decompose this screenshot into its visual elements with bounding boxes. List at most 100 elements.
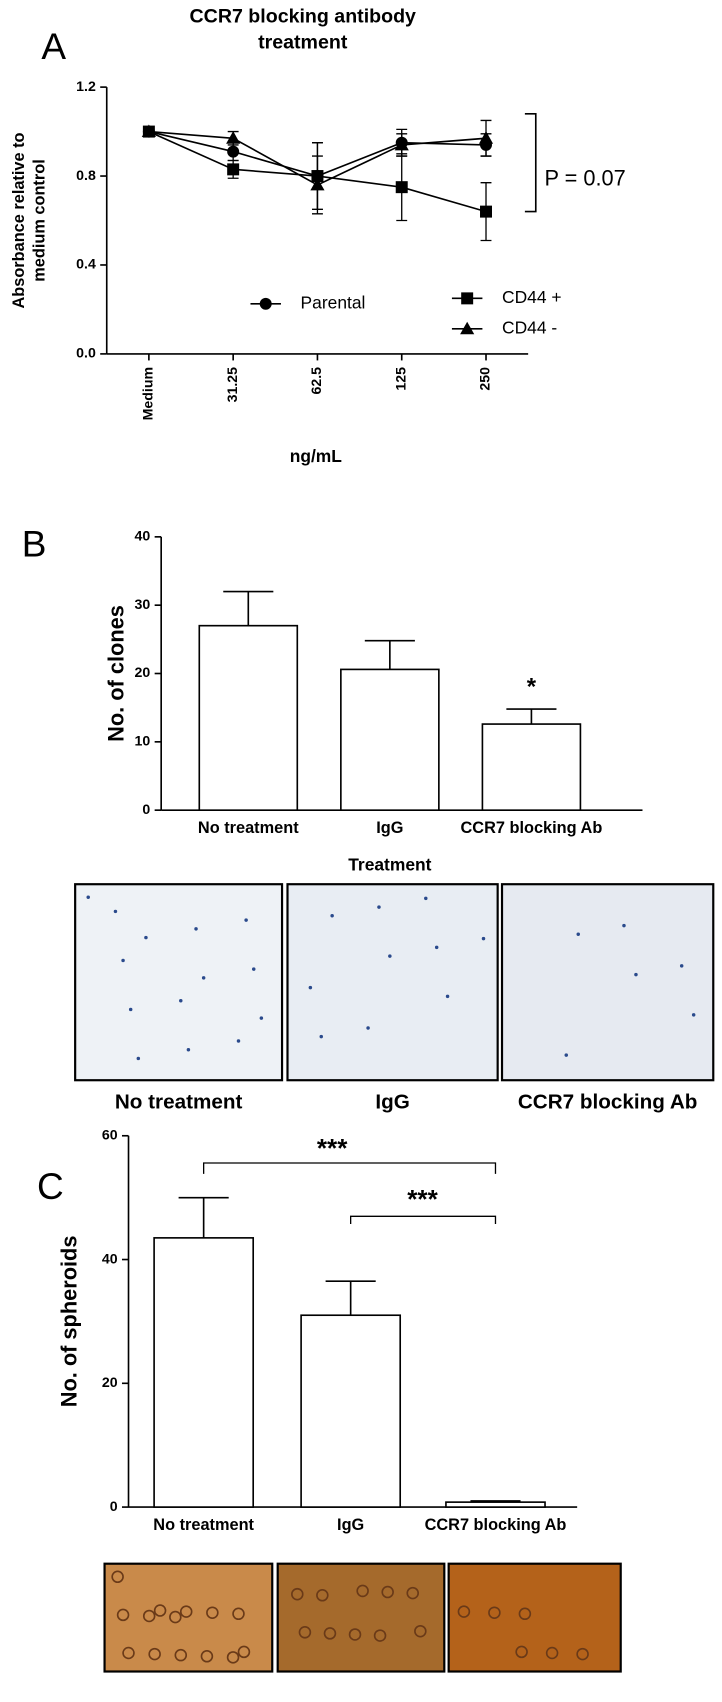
- y-tick-label: 0.0: [76, 345, 96, 361]
- photo-spot: [388, 954, 392, 958]
- y-tick-label: 0: [110, 1498, 118, 1514]
- photo-spot: [153, 1604, 167, 1617]
- bar: [340, 668, 440, 811]
- photo-spot: [201, 976, 206, 980]
- legend-marker: [461, 292, 474, 305]
- y-axis-label: medium control: [31, 159, 49, 281]
- photo-spot: [144, 935, 148, 940]
- photo-spot: [169, 1610, 182, 1624]
- chart-title: treatment: [258, 32, 348, 54]
- photo-spot: [121, 958, 125, 963]
- y-axis-label: Absorbance relative to: [10, 132, 28, 308]
- photo-spot: [481, 936, 486, 941]
- photo: [103, 1562, 274, 1673]
- bracket: [202, 1162, 497, 1174]
- legend-label: CD44 -: [502, 317, 557, 337]
- photo-spot: [122, 1646, 135, 1660]
- photo-spot: [323, 1627, 337, 1640]
- photo-spot: [142, 1609, 156, 1623]
- x-axis-label: Treatment: [348, 854, 431, 874]
- photo-spot: [564, 1053, 569, 1057]
- photo-spot: [488, 1606, 501, 1619]
- photo-spot: [377, 905, 381, 909]
- photo-spot: [179, 998, 183, 1003]
- photo-spot: [518, 1607, 532, 1621]
- photo-spot: [330, 914, 334, 918]
- photo-spot: [406, 1586, 419, 1600]
- marker: [141, 124, 156, 138]
- y-tick-label: 0.8: [76, 167, 96, 183]
- bar: [198, 624, 299, 811]
- photo-spot: [136, 1056, 141, 1061]
- photo-spot: [316, 1589, 329, 1602]
- photo: [74, 883, 284, 1082]
- photo-spot: [576, 932, 580, 937]
- photo-spot: [319, 1034, 323, 1039]
- y-tick-label: 20: [102, 1374, 118, 1390]
- annotation: *: [527, 674, 537, 701]
- marker: [395, 181, 408, 194]
- x-tick-label: No treatment: [198, 819, 299, 837]
- image-caption: IgG: [375, 1091, 409, 1114]
- y-tick-label: 20: [135, 664, 151, 680]
- photo-spot: [226, 1651, 240, 1664]
- x-tick-label: CCR7 blocking Ab: [425, 1516, 567, 1534]
- y-tick-label: 0.4: [76, 256, 96, 272]
- bar: [481, 723, 582, 811]
- photo-spot: [679, 964, 684, 968]
- photo-spot: [113, 909, 118, 914]
- x-tick-label: No treatment: [153, 1516, 254, 1534]
- x-tick-label: IgG: [376, 819, 403, 837]
- y-axis-label: No. of spheroids: [57, 1236, 82, 1408]
- photo-spot: [251, 967, 256, 971]
- x-tick-label: IgG: [337, 1516, 364, 1534]
- x-tick-label: 125: [392, 367, 408, 391]
- photo-spot: [298, 1626, 312, 1639]
- annotation: ***: [407, 1184, 438, 1214]
- photo-spot: [381, 1585, 394, 1599]
- image-caption: CCR7 blocking Ab: [518, 1091, 698, 1114]
- panel-label: C: [37, 1165, 64, 1207]
- photo: [500, 883, 715, 1082]
- photo-spot: [545, 1646, 559, 1660]
- y-tick-label: 10: [135, 733, 151, 749]
- photo-spot: [457, 1605, 471, 1618]
- photo-spot: [236, 1039, 241, 1043]
- bar: [300, 1314, 402, 1508]
- x-tick-label: 62.5: [308, 367, 324, 395]
- photo-spot: [515, 1645, 528, 1659]
- photo-spot: [200, 1650, 214, 1663]
- photo-spot: [622, 923, 626, 928]
- photo-spot: [424, 896, 428, 901]
- photo-spot: [116, 1608, 130, 1622]
- bracket: [350, 1215, 497, 1224]
- bar: [445, 1501, 546, 1508]
- photo-spot: [373, 1629, 387, 1642]
- photo-spot: [348, 1628, 362, 1641]
- photo-spot: [308, 985, 313, 990]
- error-bar: [364, 639, 415, 670]
- y-tick-label: 60: [102, 1126, 118, 1142]
- photo-spot: [414, 1624, 427, 1638]
- legend-marker: [259, 297, 272, 310]
- photo-spot: [691, 1013, 696, 1017]
- panel-label: B: [22, 522, 47, 564]
- y-axis-label: No. of clones: [103, 605, 128, 742]
- photo-spot: [148, 1647, 161, 1661]
- annotation: P = 0.07: [544, 165, 625, 190]
- photo-spot: [634, 972, 638, 977]
- error-bar: [223, 590, 274, 626]
- image-caption: No treatment: [115, 1091, 243, 1114]
- y-tick-label: 0: [142, 801, 150, 817]
- photo-spot: [179, 1605, 193, 1618]
- photo-spot: [86, 895, 90, 900]
- photo-spot: [186, 1047, 191, 1052]
- marker: [310, 177, 325, 191]
- x-tick-label: Medium: [140, 367, 156, 420]
- photo-spot: [128, 1007, 133, 1012]
- photo-spot: [237, 1645, 251, 1659]
- photo-spot: [194, 927, 198, 931]
- photo: [447, 1562, 622, 1673]
- photo-spot: [576, 1647, 589, 1661]
